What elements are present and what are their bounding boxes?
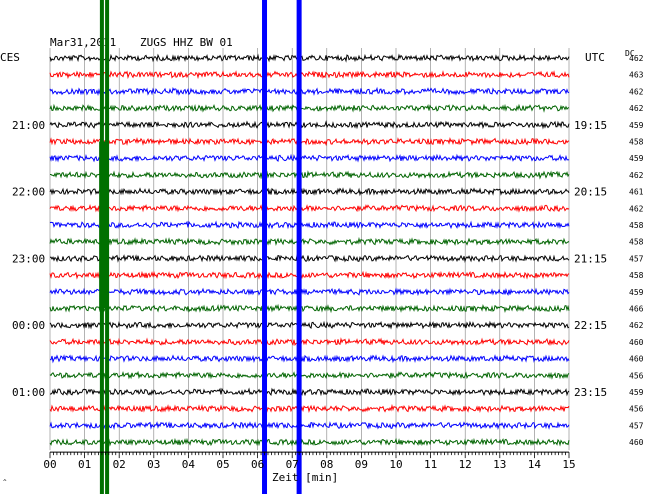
blue-marker-0 (262, 0, 268, 494)
right-time-label-1: 20:15 (574, 186, 607, 199)
dc-offset-9: 462 (629, 204, 644, 213)
x-tick-label-8: 08 (320, 458, 333, 471)
trace-row-2 (49, 86, 570, 97)
right-time-label-4: 23:15 (574, 386, 607, 399)
trace-row-0 (49, 53, 570, 63)
dc-label: DC (625, 49, 635, 58)
x-tick-label-0: 00 (43, 458, 56, 471)
x-tick-label-13: 13 (493, 458, 506, 471)
dc-offset-13: 458 (629, 271, 644, 280)
dc-offset-22: 457 (629, 421, 644, 430)
left-time-label-2: 23:00 (12, 252, 45, 265)
trace-row-3 (49, 103, 570, 113)
time-markers (262, 0, 302, 494)
left-time-label-0: 21:00 (12, 119, 45, 132)
trace-group: 462 463 462 462 459 458 459 462 461 462 458 458 457 4… (49, 53, 644, 447)
dc-offset-4: 459 (629, 121, 644, 130)
dc-offset-12: 457 (629, 254, 644, 263)
dc-offset-17: 460 (629, 338, 644, 347)
dc-offset-20: 459 (629, 388, 644, 397)
trace-row-10 (49, 220, 570, 230)
trace-row-1 (49, 70, 570, 80)
trace-row-5 (49, 136, 570, 147)
x-tick-label-14: 14 (528, 458, 542, 471)
dc-offset-11: 458 (629, 238, 644, 247)
chart-date: Mar31,2011 (50, 36, 116, 49)
trace-row-4 (49, 120, 570, 130)
dc-offset-0: 462 (629, 54, 644, 63)
right-time-label-0: 19:15 (574, 119, 607, 132)
x-tick-label-15: 15 (562, 458, 575, 471)
dc-offset-23: 460 (629, 438, 644, 447)
dc-offset-6: 459 (629, 154, 644, 163)
x-tick-label-6: 06 (251, 458, 264, 471)
left-time-label-3: 00:00 (12, 319, 45, 332)
right-time-label-3: 22:15 (574, 319, 607, 332)
trace-row-14 (49, 287, 570, 297)
x-tick-label-1: 01 (78, 458, 91, 471)
chart-station: ZUGS HHZ BW 01 (140, 36, 233, 49)
dc-offset-18: 460 (629, 355, 644, 364)
trace-row-18 (49, 354, 570, 364)
x-tick-label-12: 12 (459, 458, 472, 471)
x-tick-label-2: 02 (113, 458, 126, 471)
dc-offset-19: 456 (629, 371, 644, 380)
trace-row-17 (49, 337, 570, 346)
dc-offset-21: 456 (629, 405, 644, 414)
time-labels: 21:00 22:00 23:00 00:00 01:00 19:15 20:15 21:15… (12, 119, 607, 399)
dc-offset-2: 462 (629, 87, 644, 96)
event-overlay (99, 0, 110, 494)
trace-row-7 (50, 170, 570, 180)
right-zone-label: UTC (585, 51, 605, 64)
x-tick-label-9: 09 (355, 458, 368, 471)
trace-row-20 (50, 387, 570, 397)
x-tick-label-10: 10 (389, 458, 402, 471)
dc-offset-3: 462 (629, 104, 644, 113)
trace-row-16 (49, 320, 570, 330)
dc-offset-1: 463 (629, 71, 644, 80)
dc-offset-7: 462 (629, 171, 644, 180)
x-axis: 00 01 02 03 04 05 06 07 08 09 10 11 12 13 14 15 (43, 451, 576, 471)
trace-row-6 (49, 153, 570, 163)
right-time-label-2: 21:15 (574, 252, 607, 265)
trace-row-22 (49, 421, 570, 431)
dc-offset-5: 458 (629, 138, 644, 147)
trace-row-8 (49, 187, 570, 197)
trace-row-12 (49, 254, 570, 264)
trace-row-13 (49, 270, 570, 280)
event-burst (99, 141, 109, 309)
trace-row-15 (49, 303, 570, 314)
x-tick-label-11: 11 (424, 458, 437, 471)
trace-row-23 (49, 437, 570, 447)
left-time-label-1: 22:00 (12, 186, 45, 199)
left-zone-label: CES (0, 51, 20, 64)
x-tick-label-7: 07 (286, 458, 299, 471)
trace-row-11 (49, 236, 570, 246)
blue-marker-1 (296, 0, 302, 494)
trace-row-9 (49, 203, 570, 213)
dc-offset-16: 462 (629, 321, 644, 330)
dc-offset-15: 466 (629, 305, 644, 314)
left-time-label-4: 01:00 (12, 386, 45, 399)
dc-offset-8: 461 (629, 188, 644, 197)
trace-row-19 (49, 370, 570, 380)
dc-offset-10: 458 (629, 221, 644, 230)
corner-mark: ^ (3, 479, 7, 486)
x-tick-label-5: 05 (216, 458, 229, 471)
trace-row-21 (49, 403, 570, 413)
x-tick-label-4: 04 (182, 458, 196, 471)
x-tick-label-3: 03 (147, 458, 160, 471)
dc-offset-14: 459 (629, 288, 644, 297)
time-grid (49, 48, 570, 451)
x-axis-label: Zeit [min] (272, 471, 338, 484)
